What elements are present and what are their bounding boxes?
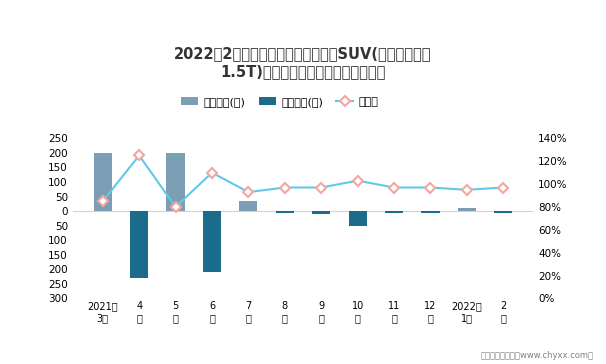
Bar (130, 211, 148, 278)
Bar (385, 211, 403, 213)
Bar (239, 201, 258, 211)
Bar (276, 211, 294, 213)
Bar (494, 211, 512, 213)
Bar (203, 211, 221, 272)
Bar (421, 211, 439, 213)
Text: 制图：智研咨询（www.chyxx.com）: 制图：智研咨询（www.chyxx.com） (481, 351, 594, 360)
Bar (348, 211, 367, 226)
Bar (94, 153, 112, 211)
Legend: 积压库存(辆), 清仓库存(辆), 产销率: 积压库存(辆), 清仓库存(辆), 产销率 (177, 92, 383, 111)
Bar (458, 208, 476, 211)
Bar (167, 153, 185, 211)
Bar (312, 211, 330, 214)
Title: 2022年2月雪佛兰探界者旗下最畅销SUV(雪佛兰探界者
1.5T)近一年库存情况及产销率统计图: 2022年2月雪佛兰探界者旗下最畅销SUV(雪佛兰探界者 1.5T)近一年库存情… (175, 47, 431, 79)
